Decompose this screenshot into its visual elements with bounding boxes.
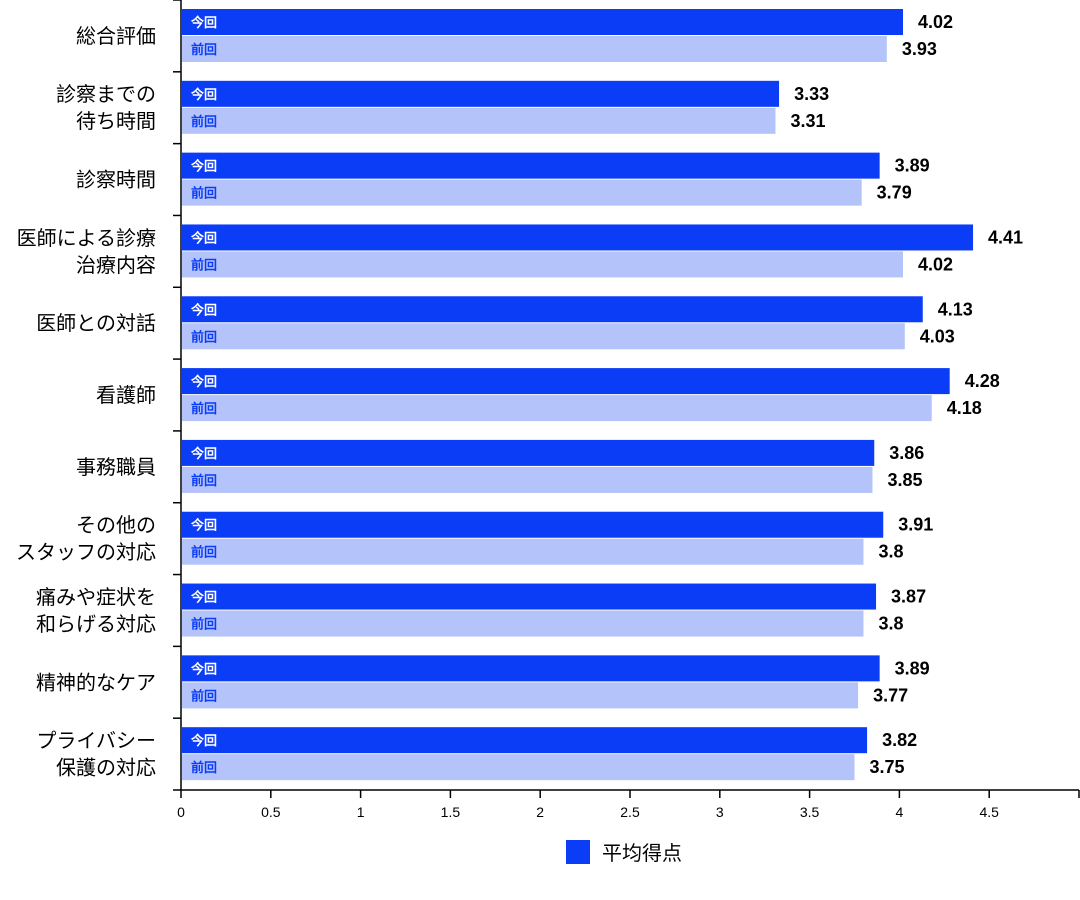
bar-0 <box>182 296 923 323</box>
bar-1 <box>182 754 855 781</box>
bar-1 <box>182 251 903 278</box>
value-label: 3.8 <box>878 542 903 562</box>
bar-tag: 今回 <box>190 230 217 246</box>
bar-tag: 前回 <box>191 688 217 704</box>
x-tick-label: 0.5 <box>261 804 281 820</box>
bar-tag: 前回 <box>191 617 217 633</box>
bar-tag: 今回 <box>190 446 217 462</box>
bar-1 <box>182 107 776 134</box>
bar-tag: 前回 <box>191 760 217 776</box>
bar-tag: 前回 <box>191 257 217 273</box>
bar-tag: 前回 <box>191 114 217 130</box>
category-label: 看護師 <box>96 383 156 407</box>
value-label: 4.18 <box>947 398 982 418</box>
bar-1 <box>182 36 887 62</box>
bar-0 <box>182 511 884 538</box>
bar-tag: 今回 <box>190 87 217 103</box>
category-label: スタッフの対応 <box>16 540 156 564</box>
bar-0 <box>182 583 877 610</box>
value-label: 3.77 <box>873 685 908 705</box>
bar-1 <box>182 538 864 565</box>
bar-tag: 今回 <box>190 302 217 318</box>
category-label: 治療内容 <box>76 253 156 277</box>
value-label: 4.03 <box>920 326 955 346</box>
bar-1 <box>182 466 873 493</box>
value-label: 3.31 <box>790 111 825 131</box>
value-label: 3.82 <box>882 730 917 750</box>
value-label: 3.91 <box>898 515 933 535</box>
x-tick-label: 4.5 <box>979 804 999 820</box>
bar-tag: 今回 <box>190 159 217 175</box>
bar-tag: 前回 <box>191 42 217 58</box>
category-label: 和らげる対応 <box>36 612 156 636</box>
bar-1 <box>182 682 859 709</box>
x-tick-label: 1 <box>357 804 365 820</box>
bar-tag: 前回 <box>191 186 217 202</box>
bar-tag: 今回 <box>190 518 217 534</box>
value-label: 3.89 <box>895 156 930 176</box>
value-label: 4.41 <box>988 227 1023 247</box>
bar-tag: 前回 <box>191 545 217 561</box>
bar-0 <box>182 655 880 682</box>
bar-1 <box>182 323 905 350</box>
value-label: 4.02 <box>918 12 953 32</box>
value-label: 4.02 <box>918 254 953 274</box>
x-tick-label: 4 <box>896 804 904 820</box>
category-label: 総合評価 <box>76 24 156 48</box>
category-label: その他の <box>76 513 156 537</box>
x-tick-label: 2 <box>536 804 544 820</box>
bar-1 <box>182 395 932 422</box>
value-label: 3.8 <box>878 614 903 634</box>
category-label: 痛みや症状を <box>36 585 156 609</box>
bar-tag: 今回 <box>190 661 217 677</box>
x-tick-label: 3 <box>716 804 724 820</box>
x-tick-label: 0 <box>177 804 185 820</box>
value-label: 3.86 <box>889 443 924 463</box>
bar-tag: 前回 <box>191 473 217 489</box>
bar-0 <box>182 727 868 754</box>
bar-0 <box>182 80 780 107</box>
bar-tag: 今回 <box>190 733 217 749</box>
category-label: プライバシー <box>36 729 156 753</box>
legend-swatch <box>566 840 590 864</box>
bar-tag: 前回 <box>191 329 217 345</box>
category-label: 医師との対話 <box>36 311 156 335</box>
category-label: 医師による診療 <box>17 226 156 250</box>
value-label: 3.33 <box>794 84 829 104</box>
bar-0 <box>182 9 903 35</box>
value-label: 4.28 <box>965 371 1000 391</box>
bar-0 <box>182 439 875 466</box>
bar-tag: 今回 <box>190 374 217 390</box>
bar-1 <box>182 610 864 637</box>
bar-tag: 今回 <box>190 15 217 31</box>
bar-tag: 前回 <box>191 401 217 417</box>
bar-0 <box>182 368 950 395</box>
value-label: 4.13 <box>938 299 973 319</box>
category-label: 診察時間 <box>76 168 156 192</box>
value-label: 3.87 <box>891 587 926 607</box>
category-label: 精神的なケア <box>36 670 156 694</box>
legend-label: 平均得点 <box>602 841 682 865</box>
bar-0 <box>182 152 880 179</box>
bar-1 <box>182 179 862 206</box>
category-label: 事務職員 <box>76 455 156 479</box>
value-label: 3.89 <box>895 658 930 678</box>
category-label: 保護の対応 <box>56 756 156 780</box>
x-tick-label: 3.5 <box>800 804 820 820</box>
value-label: 3.85 <box>887 470 922 490</box>
x-tick-label: 2.5 <box>620 804 640 820</box>
value-label: 3.93 <box>902 39 937 59</box>
bar-tag: 今回 <box>190 590 217 606</box>
category-label: 待ち時間 <box>76 109 156 133</box>
value-label: 3.75 <box>870 757 905 777</box>
bar-0 <box>182 224 974 251</box>
value-label: 3.79 <box>877 183 912 203</box>
legend: 平均得点 <box>566 840 682 865</box>
category-label: 診察までの <box>56 82 156 106</box>
x-tick-label: 1.5 <box>441 804 461 820</box>
